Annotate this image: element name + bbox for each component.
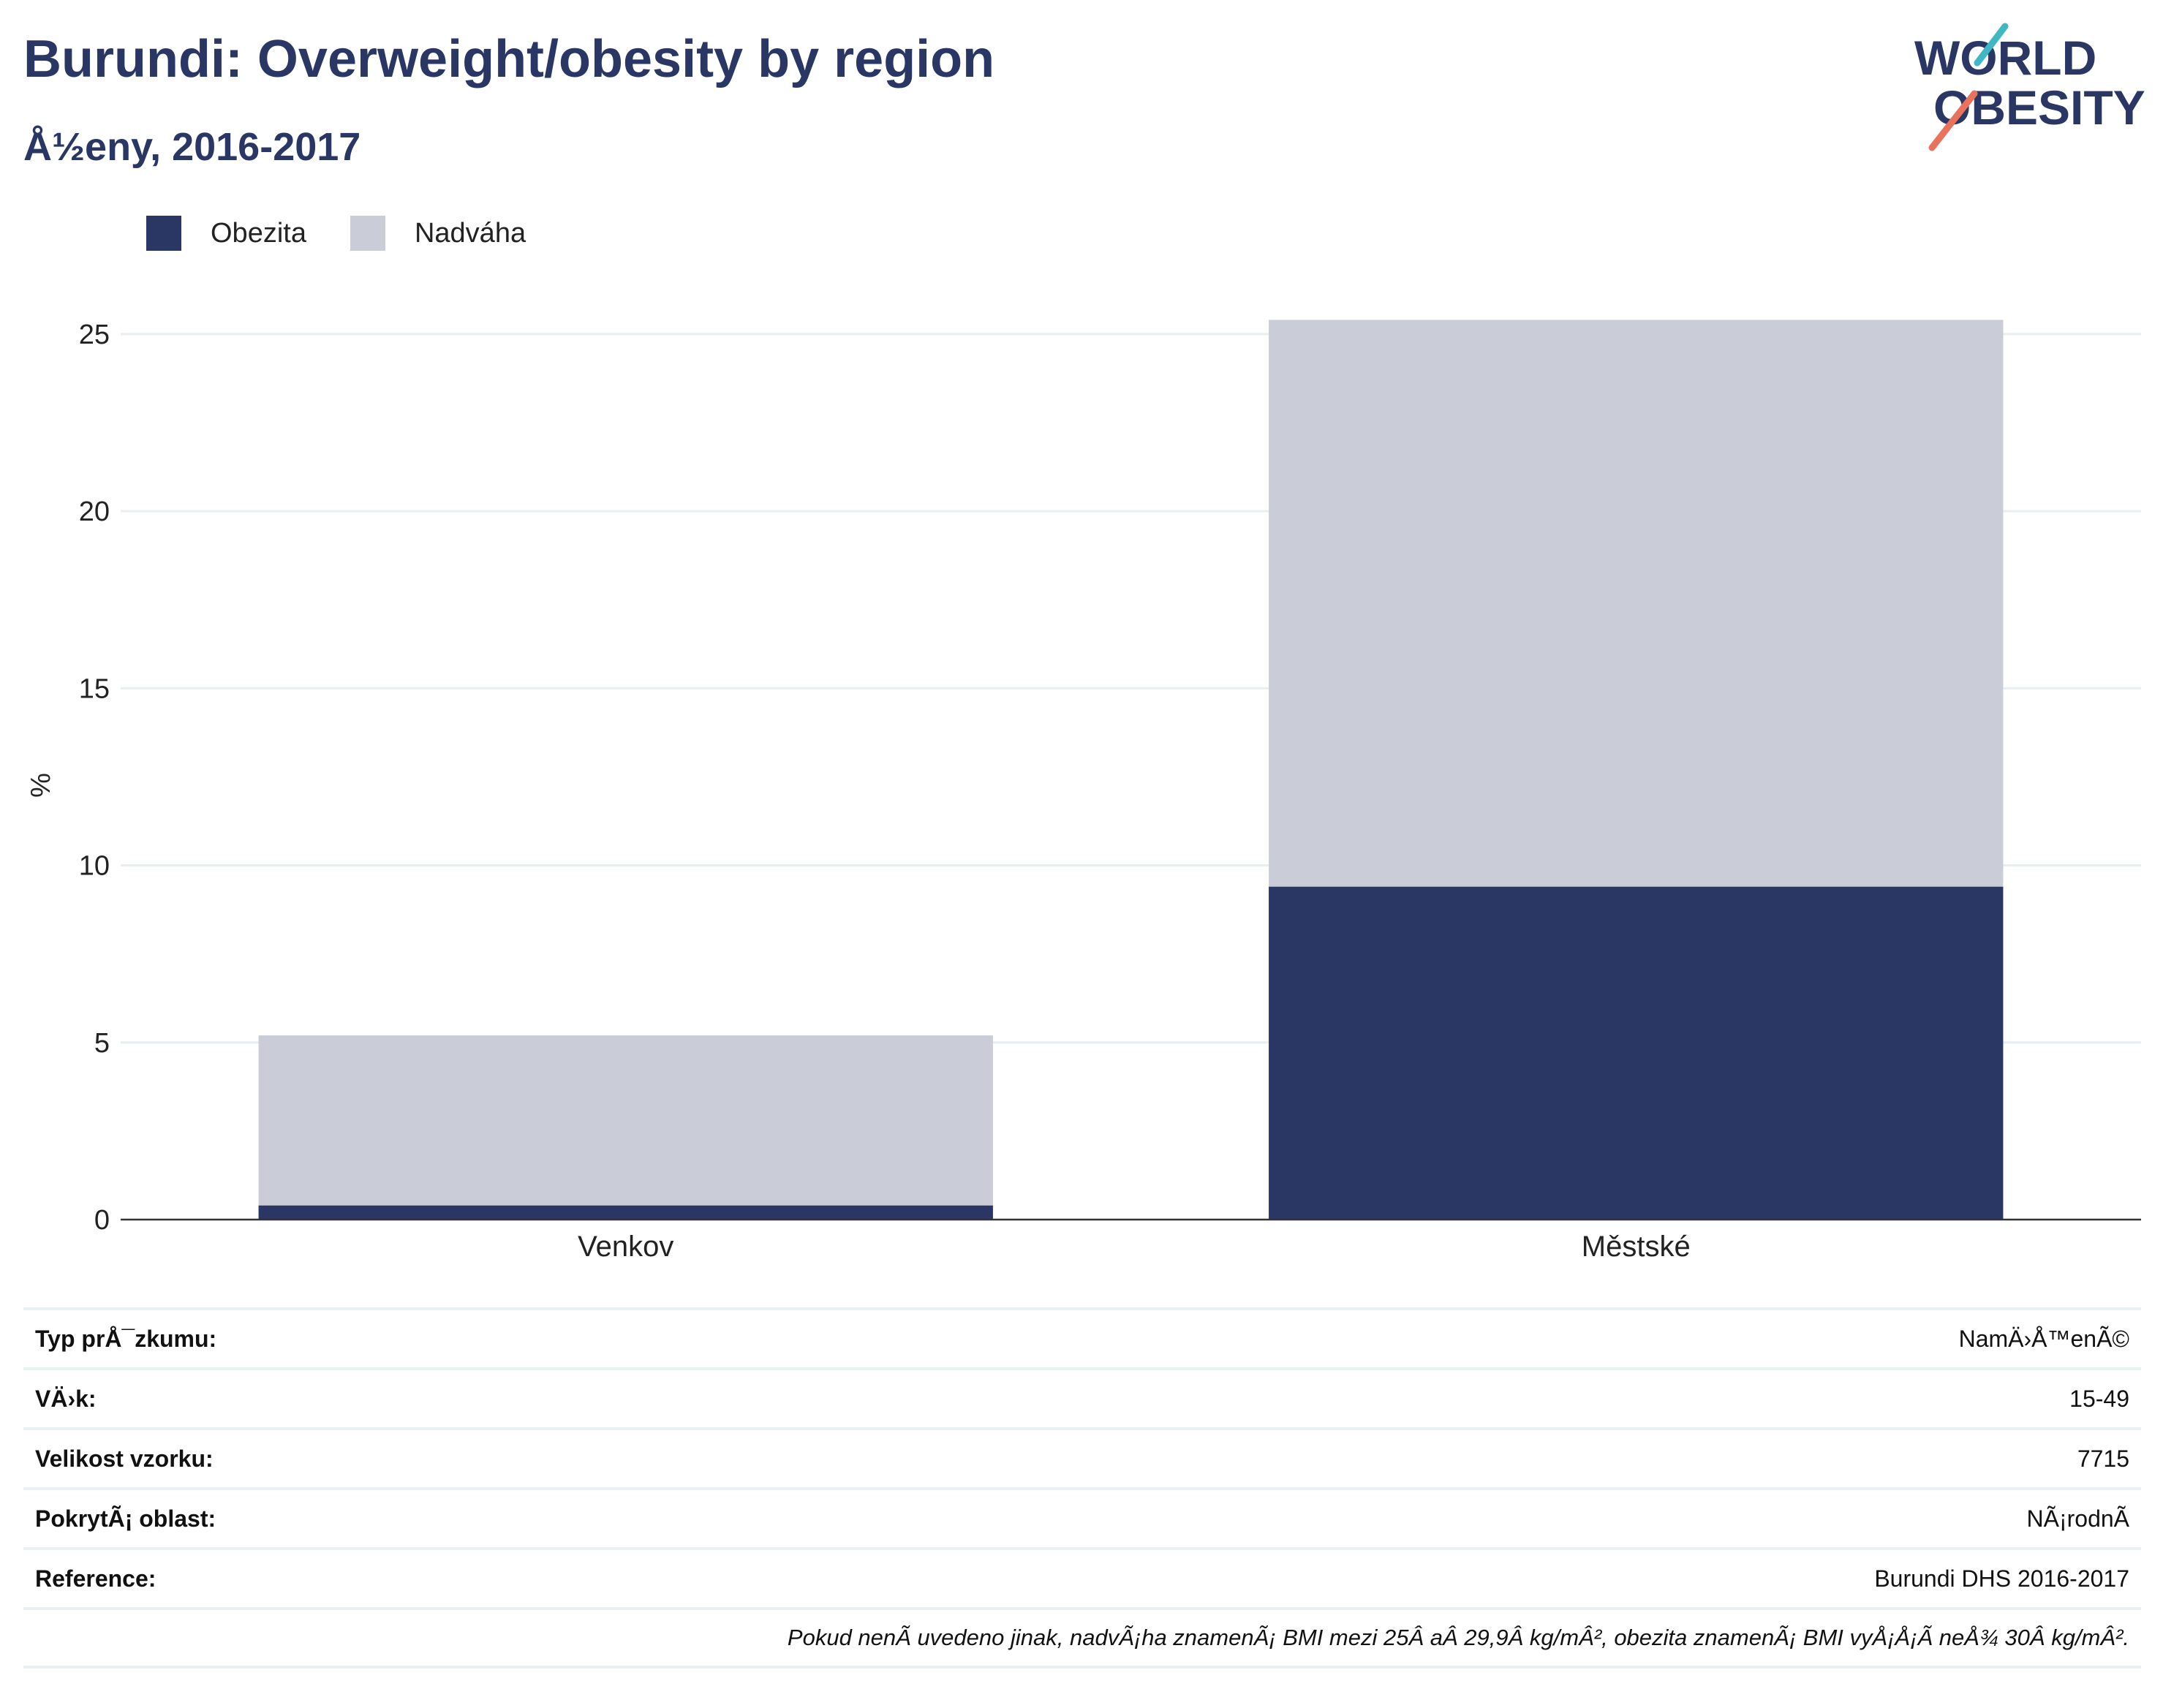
legend: Obezita Nadváha xyxy=(146,216,570,251)
info-row-sample-size: Velikost vzorku: 7715 xyxy=(23,1427,2141,1487)
y-tick-labels: 0 5 10 15 20 25 xyxy=(79,320,110,1236)
x-tick-label: Městské xyxy=(1582,1231,1691,1263)
legend-swatch-obesity xyxy=(146,216,181,251)
logo-line1: WORLD xyxy=(1914,31,2096,85)
logo-slash-teal xyxy=(1974,23,2009,67)
legend-item-obesity: Obezita xyxy=(146,216,306,251)
y-tick-label: 15 xyxy=(79,673,110,704)
info-value: Burundi DHS 2016-2017 xyxy=(1874,1565,2129,1592)
info-value: 15-49 xyxy=(2069,1385,2129,1412)
info-label: Velikost vzorku: xyxy=(35,1445,214,1472)
legend-swatch-overweight xyxy=(350,216,385,251)
legend-label-overweight: Nadváha xyxy=(414,217,526,249)
info-table: Typ prÅ¯zkumu: NamÄ›Å™enÃ© VÄ›k: 15-49 V… xyxy=(23,1307,2141,1669)
info-value: 7715 xyxy=(2077,1445,2129,1472)
info-row-survey-type: Typ prÅ¯zkumu: NamÄ›Å™enÃ© xyxy=(23,1307,2141,1367)
chart-subtitle: Å½eny, 2016-2017 xyxy=(23,125,361,169)
x-tick-label: Venkov xyxy=(578,1231,673,1263)
bar-obesity xyxy=(1269,886,2004,1220)
info-row-age: VÄ›k: 15-49 xyxy=(23,1367,2141,1427)
bars xyxy=(258,320,2004,1220)
info-value: NÃ¡rodnÃ xyxy=(2026,1505,2130,1532)
logo-slash-coral xyxy=(1928,90,1978,151)
info-label: Typ prÅ¯zkumu: xyxy=(35,1325,217,1352)
info-value: NamÄ›Å™enÃ© xyxy=(1958,1325,2129,1352)
bar-obesity xyxy=(258,1205,993,1220)
footnote: Pokud nenÃ uvedeno jinak, nadvÃ¡ha zname… xyxy=(787,1625,2129,1650)
info-row-reference: Reference: Burundi DHS 2016-2017 xyxy=(23,1547,2141,1607)
info-row-area-covered: PokrytÃ¡ oblast: NÃ¡rodnÃ xyxy=(23,1487,2141,1547)
y-tick-label: 10 xyxy=(79,851,110,882)
bar-chart: 0 5 10 15 20 25 Venkov Městské % xyxy=(26,320,2141,1263)
info-label: Reference: xyxy=(35,1565,156,1592)
y-tick-label: 5 xyxy=(94,1028,110,1059)
x-tick-labels: Venkov Městské xyxy=(578,1231,1691,1263)
bar-overweight xyxy=(258,1035,993,1206)
chart-title: Burundi: Overweight/obesity by region xyxy=(23,30,995,88)
logo-line2: OBESITY xyxy=(1933,80,2145,135)
info-label: PokrytÃ¡ oblast: xyxy=(35,1505,216,1532)
bar-overweight xyxy=(1269,320,2004,887)
legend-label-obesity: Obezita xyxy=(211,217,306,249)
legend-item-overweight: Nadváha xyxy=(350,216,526,251)
world-obesity-logo: WORLD OBESITY xyxy=(1914,23,2145,151)
info-label: VÄ›k: xyxy=(35,1385,97,1412)
y-tick-label: 25 xyxy=(79,320,110,350)
y-tick-label: 0 xyxy=(94,1205,110,1236)
y-axis-label: % xyxy=(26,773,56,798)
y-tick-label: 20 xyxy=(79,496,110,527)
footnote-row: Pokud nenÃ uvedeno jinak, nadvÃ¡ha zname… xyxy=(23,1607,2141,1669)
